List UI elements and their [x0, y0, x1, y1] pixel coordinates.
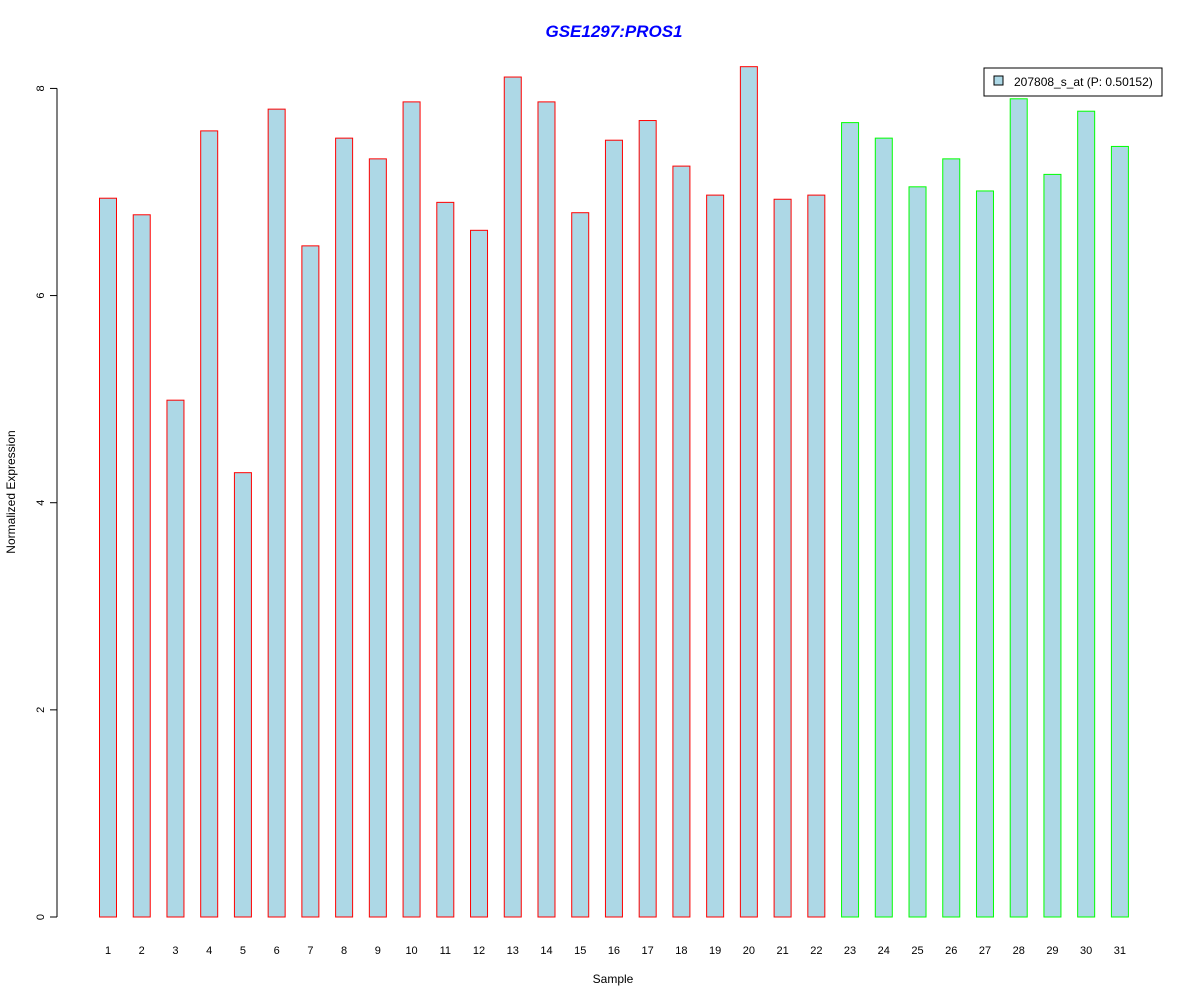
x-tick-label: 1 — [105, 945, 111, 957]
bar-sample-5 — [233, 472, 252, 918]
bar-sample-4 — [200, 130, 219, 918]
y-tick-label: 8 — [35, 85, 47, 91]
x-tick-label: 27 — [979, 945, 991, 957]
x-tick-label: 24 — [878, 945, 890, 957]
x-tick-label: 5 — [240, 945, 246, 957]
x-tick-label: 13 — [507, 945, 519, 957]
bar-sample-9 — [368, 158, 387, 918]
x-axis-title: Sample — [593, 972, 634, 986]
bar-sample-28 — [1009, 98, 1028, 918]
legend-box — [983, 67, 1163, 97]
x-tick-label: 28 — [1013, 945, 1025, 957]
x-tick-label: 19 — [709, 945, 721, 957]
x-tick-label: 14 — [540, 945, 552, 957]
x-tick-label: 2 — [139, 945, 145, 957]
legend-swatch — [993, 75, 1004, 86]
bar-sample-24 — [874, 137, 893, 918]
bar-sample-12 — [470, 229, 489, 918]
x-tick-label: 9 — [375, 945, 381, 957]
y-tick-label: 4 — [35, 500, 47, 506]
x-tick-label: 21 — [776, 945, 788, 957]
x-tick-label: 10 — [405, 945, 417, 957]
bar-sample-7 — [301, 245, 320, 918]
x-tick-label: 8 — [341, 945, 347, 957]
bar-sample-11 — [436, 201, 455, 918]
bar-sample-14 — [537, 101, 556, 918]
bar-sample-25 — [908, 186, 927, 918]
x-tick-label: 25 — [911, 945, 923, 957]
x-tick-label: 7 — [307, 945, 313, 957]
x-tick-label: 17 — [642, 945, 654, 957]
x-tick-label: 12 — [473, 945, 485, 957]
bar-sample-21 — [773, 198, 792, 918]
bar-sample-26 — [942, 158, 961, 918]
x-tick-label: 23 — [844, 945, 856, 957]
bar-sample-10 — [402, 101, 421, 918]
bar-sample-30 — [1077, 110, 1096, 918]
bar-sample-6 — [267, 108, 286, 918]
bar-sample-16 — [604, 139, 623, 918]
bar-sample-27 — [975, 190, 994, 918]
y-tick-label: 6 — [35, 293, 47, 299]
x-tick-label: 6 — [274, 945, 280, 957]
bar-sample-31 — [1110, 145, 1129, 918]
x-tick-label: 15 — [574, 945, 586, 957]
bar-sample-17 — [638, 120, 657, 918]
bar-sample-8 — [335, 137, 354, 918]
x-tick-label: 22 — [810, 945, 822, 957]
x-tick-label: 16 — [608, 945, 620, 957]
y-axis: 0 2 4 6 8 — [35, 85, 58, 920]
x-tick-label: 30 — [1080, 945, 1092, 957]
bars-group — [99, 66, 1129, 918]
x-tick-label: 3 — [172, 945, 178, 957]
legend: 207808_s_at (P: 0.50152) — [983, 67, 1163, 97]
x-tick-label: 4 — [206, 945, 212, 957]
y-tick-label: 2 — [35, 707, 47, 713]
bar-sample-18 — [672, 165, 691, 918]
bar-sample-2 — [132, 214, 151, 918]
bar-sample-3 — [166, 399, 185, 918]
bar-sample-19 — [706, 194, 725, 918]
x-tick-label: 20 — [743, 945, 755, 957]
x-tick-label: 31 — [1114, 945, 1126, 957]
x-tick-label: 18 — [675, 945, 687, 957]
bar-sample-29 — [1043, 173, 1062, 918]
bar-sample-22 — [807, 194, 826, 918]
bar-sample-1 — [99, 197, 117, 918]
y-tick-label: 0 — [35, 914, 47, 920]
y-axis-title: Normalized Expression — [4, 430, 18, 553]
x-tick-label: 26 — [945, 945, 957, 957]
bar-sample-13 — [503, 76, 522, 918]
x-tick-label: 29 — [1046, 945, 1058, 957]
x-tick-label: 11 — [440, 945, 451, 957]
legend-label: 207808_s_at (P: 0.50152) — [1014, 75, 1153, 89]
bar-sample-23 — [841, 122, 860, 918]
chart-title: GSE1297:PROS1 — [545, 22, 682, 41]
bar-sample-20 — [739, 66, 758, 918]
x-tick-labels: 1 2 3 4 5 6 7 8 9 10 11 12 13 14 15 16 17 18 19 20 21 22 23 24 2… — [105, 945, 1126, 957]
bar-sample-15 — [571, 212, 590, 918]
